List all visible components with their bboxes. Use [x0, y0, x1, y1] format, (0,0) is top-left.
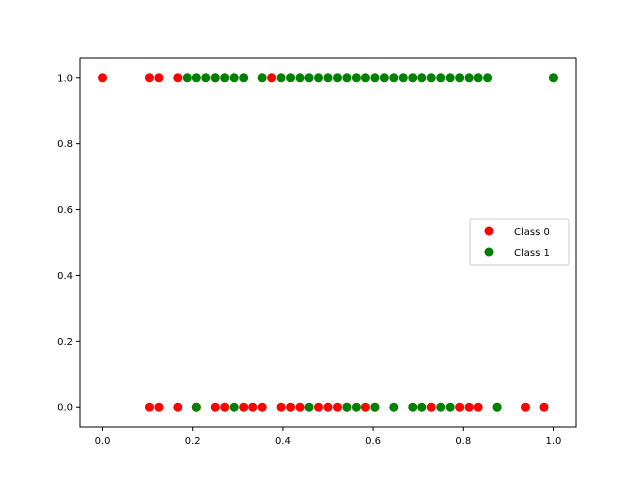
- data-point: [210, 73, 220, 83]
- data-point: [426, 402, 436, 412]
- legend-label: Class 0: [514, 227, 550, 238]
- data-point: [464, 402, 474, 412]
- x-tick-label: 0.6: [365, 436, 381, 447]
- data-point: [464, 73, 474, 83]
- x-tick-label: 0.2: [185, 436, 201, 447]
- data-point: [360, 402, 370, 412]
- data-point: [239, 73, 249, 83]
- data-point: [286, 402, 296, 412]
- data-point: [173, 402, 183, 412]
- legend-marker: [484, 226, 494, 236]
- data-point: [154, 73, 164, 83]
- axes-frame: [79, 57, 577, 428]
- x-tick-label: 1.0: [546, 436, 562, 447]
- plot-area: [98, 73, 558, 412]
- data-point: [191, 73, 201, 83]
- x-tick-label: 0.4: [275, 436, 291, 447]
- y-tick-label: 1.0: [57, 73, 73, 84]
- data-point: [445, 73, 455, 83]
- data-point: [314, 402, 324, 412]
- data-point: [239, 402, 249, 412]
- x-tick-label: 0.0: [95, 436, 111, 447]
- data-point: [360, 73, 370, 83]
- data-point: [483, 73, 493, 83]
- y-tick-label: 0.4: [57, 271, 73, 282]
- data-point: [295, 402, 305, 412]
- y-tick-label: 0.8: [57, 139, 73, 150]
- data-point: [286, 73, 296, 83]
- data-point: [408, 73, 418, 83]
- data-point: [248, 402, 258, 412]
- data-point: [323, 73, 333, 83]
- data-point: [455, 73, 465, 83]
- data-point: [473, 402, 483, 412]
- data-point: [201, 73, 211, 83]
- data-point: [276, 73, 286, 83]
- y-tick-label: 0.6: [57, 205, 73, 216]
- data-point: [342, 73, 352, 83]
- data-point: [445, 402, 455, 412]
- data-point: [521, 402, 530, 412]
- data-point: [257, 402, 267, 412]
- data-point: [191, 402, 201, 412]
- data-point: [370, 73, 380, 83]
- data-point: [389, 402, 399, 412]
- data-point: [351, 73, 361, 83]
- data-point: [455, 402, 465, 412]
- data-point: [417, 402, 427, 412]
- data-point: [548, 73, 558, 83]
- data-point: [257, 73, 267, 83]
- data-point: [267, 73, 277, 83]
- data-point: [229, 73, 239, 83]
- y-tick-label: 0.0: [57, 403, 73, 414]
- data-point: [295, 73, 305, 83]
- data-point: [379, 73, 389, 83]
- legend-box: [469, 218, 570, 266]
- data-point: [342, 402, 352, 412]
- x-tick-label: 0.8: [455, 436, 471, 447]
- data-point: [173, 73, 183, 83]
- data-point: [304, 402, 314, 412]
- data-point: [351, 402, 361, 412]
- data-point: [314, 73, 324, 83]
- data-point: [426, 73, 436, 83]
- data-point: [304, 73, 314, 83]
- data-point: [276, 402, 286, 412]
- data-point: [220, 73, 230, 83]
- legend: Class 0 Class 1: [469, 218, 570, 266]
- data-point: [144, 402, 154, 412]
- data-point: [492, 402, 502, 412]
- data-point: [323, 402, 333, 412]
- data-point: [398, 73, 408, 83]
- data-point: [370, 402, 380, 412]
- legend-label: Class 1: [514, 248, 550, 259]
- data-point: [182, 73, 192, 83]
- series-1: [182, 73, 558, 412]
- data-point: [436, 73, 446, 83]
- data-point: [98, 73, 108, 83]
- y-tick-label: 0.2: [57, 337, 73, 348]
- data-point: [144, 73, 154, 83]
- data-point: [154, 402, 164, 412]
- data-point: [539, 402, 549, 412]
- data-point: [417, 73, 427, 83]
- data-point: [389, 73, 399, 83]
- data-point: [229, 402, 239, 412]
- data-point: [473, 73, 483, 83]
- data-point: [332, 402, 342, 412]
- axes: 0.0 0.2 0.4 0.6 0.8 1.0 0.0 0.2 0.4 0.6 0.8 1.0: [57, 57, 577, 447]
- data-point: [408, 402, 418, 412]
- data-point: [332, 73, 342, 83]
- data-point: [220, 402, 230, 412]
- legend-marker: [484, 247, 494, 257]
- data-point: [436, 402, 446, 412]
- data-point: [210, 402, 220, 412]
